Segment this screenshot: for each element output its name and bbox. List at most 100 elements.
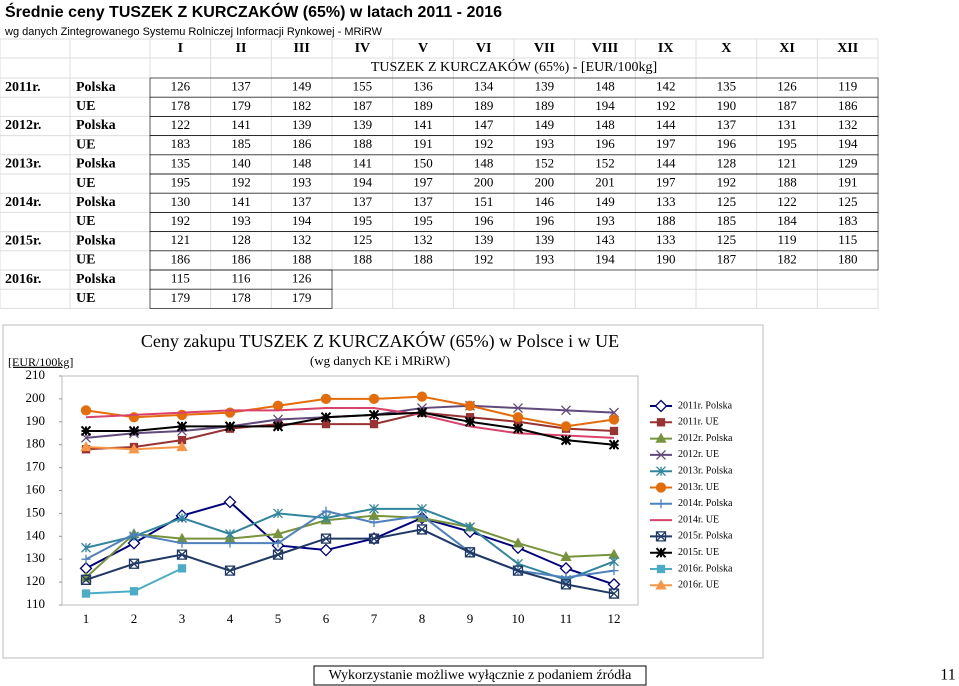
year-label: 2014r. xyxy=(5,195,41,210)
country-label: Polska xyxy=(76,272,116,287)
month-header: IV xyxy=(355,41,371,56)
marker xyxy=(176,421,188,432)
cell-value: 186 xyxy=(838,98,858,113)
cell-value: 115 xyxy=(171,271,190,286)
y-tick-label: 160 xyxy=(26,481,46,496)
cell-value: 187 xyxy=(353,98,373,113)
page-subtitle: wg danych Zintegrowanego Systemu Rolnicz… xyxy=(4,26,383,38)
cell-value: 192 xyxy=(171,213,191,228)
marker xyxy=(225,529,235,539)
y-tick-label: 150 xyxy=(26,504,46,519)
marker xyxy=(177,513,187,523)
month-header: II xyxy=(236,41,247,56)
legend-label: 2013r. Polska xyxy=(678,465,733,476)
cell-value: 182 xyxy=(292,98,312,113)
marker xyxy=(369,503,379,514)
legend-label: 2012r. Polska xyxy=(678,433,733,444)
legend-label: 2016r. UE xyxy=(678,580,719,591)
x-tick-label: 8 xyxy=(419,611,426,626)
cell-value: 188 xyxy=(777,175,797,190)
y-tick-label: 170 xyxy=(26,459,46,474)
row-box xyxy=(149,250,879,271)
legend-marker xyxy=(655,432,667,443)
cell-value: 143 xyxy=(595,232,615,247)
marker xyxy=(609,556,619,567)
cell-value: 147 xyxy=(474,117,494,132)
cell-value: 149 xyxy=(595,194,615,209)
cell-value: 190 xyxy=(717,98,737,113)
cell-value: 179 xyxy=(171,290,191,305)
footer-note: Wykorzystanie możliwe wyłącznie z podani… xyxy=(329,668,633,683)
cell-value: 141 xyxy=(413,117,433,132)
cell-value: 191 xyxy=(413,136,433,151)
x-tick-label: 7 xyxy=(371,611,378,626)
cell-value: 196 xyxy=(474,213,494,228)
month-header: VII xyxy=(534,41,555,56)
cell-value: 192 xyxy=(474,136,494,151)
legend-marker xyxy=(656,564,666,574)
cell-value: 194 xyxy=(595,98,615,113)
marker xyxy=(321,506,331,516)
cell-value: 141 xyxy=(353,155,373,170)
chart-frame xyxy=(2,324,764,659)
legend-label: 2015r. UE xyxy=(678,547,719,558)
marker xyxy=(223,495,237,509)
cell-value: 194 xyxy=(838,136,858,151)
cell-value: 133 xyxy=(656,194,676,209)
cell-value: 144 xyxy=(656,117,676,132)
cell-value: 193 xyxy=(292,175,312,190)
series-line xyxy=(86,411,615,446)
cell-value: 115 xyxy=(838,232,857,247)
marker xyxy=(272,400,284,411)
cell-value: 126 xyxy=(171,79,191,94)
legend-marker xyxy=(656,449,666,460)
footer-box xyxy=(313,665,647,686)
cell-value: 195 xyxy=(777,136,797,151)
marker xyxy=(465,522,475,533)
y-tick-label: 120 xyxy=(26,573,46,588)
cell-value: 131 xyxy=(777,117,797,132)
cell-value: 137 xyxy=(231,79,251,94)
y-tick-label: 130 xyxy=(26,550,46,565)
cell-value: 139 xyxy=(474,232,494,247)
marker xyxy=(512,565,524,576)
marker xyxy=(320,412,332,423)
cell-value: 192 xyxy=(656,98,676,113)
marker xyxy=(81,554,91,564)
x-tick-label: 2 xyxy=(131,611,138,626)
marker xyxy=(176,441,188,452)
month-header: V xyxy=(418,41,428,56)
year-label: 2016r. xyxy=(5,272,41,287)
cell-value: 185 xyxy=(231,136,251,151)
marker xyxy=(81,589,91,598)
x-tick-label: 10 xyxy=(512,611,525,626)
cell-value: 186 xyxy=(292,136,312,151)
cell-value: 196 xyxy=(717,136,737,151)
cell-value: 197 xyxy=(656,136,676,151)
x-tick-label: 12 xyxy=(608,611,621,626)
cell-value: 196 xyxy=(595,136,615,151)
marker xyxy=(369,518,379,528)
month-header: X xyxy=(721,41,731,56)
cell-value: 195 xyxy=(171,175,191,190)
x-tick-label: 3 xyxy=(179,611,186,626)
marker xyxy=(224,421,236,432)
cell-value: 126 xyxy=(777,79,797,94)
cell-value: 139 xyxy=(292,117,312,132)
cell-value: 129 xyxy=(838,155,858,170)
chart-title: Ceny zakupu TUSZEK Z KURCZAKÓW (65%) w P… xyxy=(141,330,619,352)
cell-value: 132 xyxy=(292,232,312,247)
cell-value: 139 xyxy=(535,232,555,247)
marker xyxy=(273,538,283,548)
y-tick-label: 210 xyxy=(26,367,46,382)
year-label: 2011r. xyxy=(5,80,41,95)
cell-value: 191 xyxy=(838,175,858,190)
cell-value: 194 xyxy=(292,213,312,228)
marker xyxy=(272,549,284,560)
marker xyxy=(176,549,188,560)
cell-value: 192 xyxy=(231,175,251,190)
country-label: UE xyxy=(76,253,95,268)
marker xyxy=(273,508,283,519)
cell-value: 146 xyxy=(535,194,555,209)
cell-value: 195 xyxy=(413,213,433,228)
